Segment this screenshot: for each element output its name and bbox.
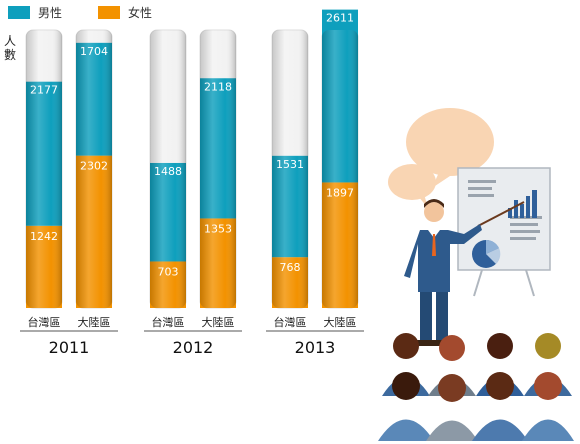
data-label-female: 1897	[326, 186, 354, 199]
bar-highlight	[322, 30, 358, 308]
data-label-male: 1488	[154, 165, 182, 178]
presentation-board	[457, 167, 551, 297]
bar-highlight	[200, 30, 236, 308]
bar-highlight	[26, 30, 62, 308]
audience	[378, 333, 574, 441]
speech-bubble-small	[388, 164, 436, 200]
data-label-female: 768	[280, 261, 301, 274]
bar-highlight	[150, 30, 186, 308]
y-axis-label: 人數	[4, 34, 17, 62]
speech-bubble-large	[406, 108, 494, 176]
presenter	[404, 199, 525, 346]
data-label-male: 1531	[276, 158, 304, 171]
group-label: 2012	[173, 338, 214, 357]
legend-label-female: 女性	[128, 6, 153, 20]
category-label: 大陸區	[324, 315, 357, 329]
data-label-female: 1242	[30, 230, 58, 243]
bar-highlight	[272, 30, 308, 308]
presenter-with-audience-icon	[378, 108, 574, 441]
group-label: 2011	[49, 338, 90, 357]
group-label: 2013	[295, 338, 336, 357]
data-label-male: 1704	[80, 45, 108, 58]
category-label: 台灣區	[28, 315, 61, 329]
stacked-bar-chart: 2177 1242 台灣區 1704 2302 大陸區 2011 1488 703 台灣區 2118…	[20, 9, 364, 357]
data-label-male: 2177	[30, 84, 58, 97]
legend-item-female: 女性	[98, 4, 152, 21]
data-label-male: 2118	[204, 80, 232, 93]
legend: 男性 女性	[8, 4, 152, 21]
data-label-male: 2611	[326, 12, 354, 25]
bar-highlight	[76, 30, 112, 308]
category-label: 大陸區	[78, 315, 111, 329]
legend-swatch-female	[98, 6, 121, 19]
legend-swatch-male	[8, 6, 30, 19]
data-label-female: 1353	[204, 222, 232, 235]
category-label: 大陸區	[202, 315, 235, 329]
data-label-female: 703	[158, 265, 179, 278]
category-label: 台灣區	[152, 315, 185, 329]
category-label: 台灣區	[274, 315, 307, 329]
data-label-female: 2302	[80, 160, 108, 173]
legend-item-male: 男性	[8, 4, 62, 21]
legend-label-male: 男性	[38, 6, 63, 20]
